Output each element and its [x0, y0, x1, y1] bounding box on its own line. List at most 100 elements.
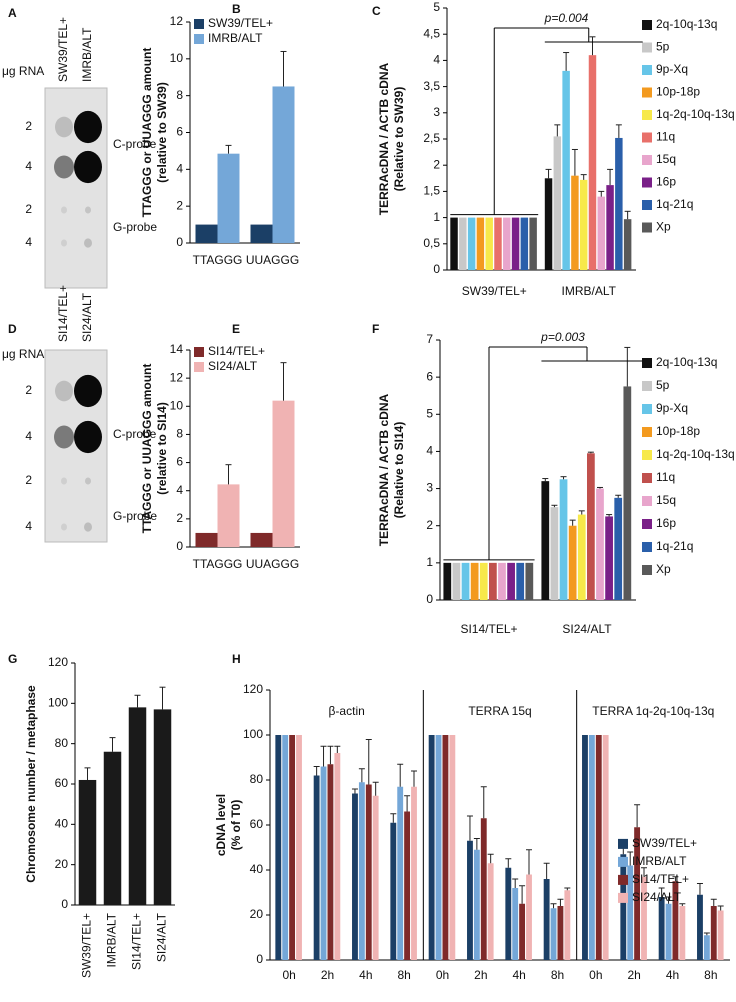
band — [85, 477, 91, 485]
bar — [595, 735, 602, 960]
legend-label: 1q-2q-10q-13q — [656, 107, 735, 121]
amount: 4 — [25, 159, 32, 173]
y-tick-label: 6 — [176, 455, 183, 469]
bar — [450, 217, 458, 270]
y-tick-label: 80 — [55, 736, 69, 750]
bar — [334, 753, 341, 960]
bar — [428, 735, 435, 960]
bar — [397, 786, 404, 960]
legend-label: SI14/TEL+ — [208, 344, 265, 358]
y-tick-label: 8 — [176, 88, 183, 102]
bar — [78, 779, 97, 905]
panel-letter: E — [232, 322, 240, 336]
bar — [505, 867, 512, 960]
bar — [582, 735, 588, 960]
y-tick-label: 40 — [55, 817, 69, 831]
y-tick-label: 100 — [48, 696, 68, 710]
amount-label: μg RNA — [2, 64, 44, 78]
x-tick-label: SW39/TEL+ — [462, 284, 527, 298]
bar — [550, 908, 557, 960]
legend-label: 1q-21q — [656, 197, 693, 211]
legend-swatch — [642, 496, 652, 506]
band — [74, 110, 102, 144]
legend-label: SI14/TEL+ — [632, 872, 689, 886]
legend-label: 5p — [656, 378, 670, 392]
bar — [365, 784, 372, 960]
legend-swatch — [618, 874, 628, 885]
y-tick-label: 12 — [170, 370, 184, 384]
y-tick-label: 4 — [176, 162, 183, 176]
legend-label: 9p-Xq — [656, 401, 688, 415]
bar — [289, 735, 296, 960]
bar — [435, 735, 442, 960]
y-tick-label: 0 — [256, 952, 263, 966]
bar — [553, 136, 562, 270]
x-tick-label: UUAGGG — [246, 557, 299, 571]
y-axis-label: TERRAcDNA / ACTB cDNA — [377, 62, 391, 215]
y-tick-label: 40 — [250, 862, 264, 876]
bar — [562, 70, 570, 270]
bar — [620, 854, 627, 960]
y-tick-label: 4 — [433, 53, 440, 67]
legend-swatch — [642, 404, 652, 414]
bar — [564, 890, 571, 960]
band — [74, 150, 102, 184]
y-axis-label: TTAGGG or UUAGGG amount — [140, 48, 154, 218]
probe-label: G-probe — [113, 220, 157, 234]
legend-label: SI24/ALT — [208, 359, 258, 373]
legend-label: 5p — [656, 40, 670, 54]
bar — [602, 735, 609, 960]
amount: 2 — [25, 119, 32, 133]
bar — [541, 481, 550, 600]
lane-label: SI14/TEL+ — [56, 285, 70, 342]
y-tick-label: 0 — [426, 592, 433, 606]
probe-label: G-probe — [113, 509, 157, 523]
bar — [588, 735, 595, 960]
legend-swatch — [642, 132, 652, 143]
bar — [543, 879, 550, 960]
x-tick-label: SI14/TEL+ — [460, 622, 517, 636]
legend-label: 9p-Xq — [656, 62, 688, 76]
y-tick-label: 0 — [61, 897, 68, 911]
amount: 4 — [25, 519, 32, 533]
bar — [459, 217, 467, 270]
bar — [512, 888, 519, 960]
y-axis-label: (% of T0) — [229, 800, 243, 851]
bar — [571, 175, 579, 270]
y-tick-label: 14 — [170, 342, 184, 356]
y-axis-label: (Relative to SW39) — [392, 87, 406, 192]
panel-letter: A — [8, 6, 17, 20]
band — [61, 523, 67, 531]
y-tick-label: 3 — [426, 481, 433, 495]
bar — [128, 707, 147, 905]
y-tick-label: 0,5 — [423, 236, 440, 250]
bar — [665, 903, 672, 960]
bar — [605, 516, 613, 600]
y-axis-label: TERRAcDNA / ACTB cDNA — [377, 393, 391, 546]
bar — [516, 562, 525, 600]
legend-swatch — [194, 347, 204, 357]
legend-label: 16p — [656, 516, 676, 530]
band — [54, 425, 74, 449]
y-tick-label: 1 — [426, 555, 433, 569]
x-tick-label: 0h — [282, 968, 295, 982]
bar — [672, 881, 679, 960]
y-tick-label: 1 — [433, 210, 440, 224]
legend-swatch — [642, 450, 652, 460]
bar — [250, 532, 273, 547]
bar — [606, 185, 614, 270]
bar — [634, 827, 641, 960]
y-tick-label: 80 — [250, 772, 264, 786]
legend-label: 1q-2q-10q-13q — [656, 447, 735, 461]
y-tick-label: 6 — [426, 369, 433, 383]
y-tick-label: 2 — [176, 198, 183, 212]
y-tick-label: 3,5 — [423, 79, 440, 93]
y-tick-label: 0 — [176, 235, 183, 249]
x-tick-label: TTAGGG — [193, 557, 243, 571]
y-tick-label: 4 — [426, 444, 433, 458]
y-tick-label: 2 — [433, 157, 440, 171]
p-value: p=0.003 — [540, 330, 585, 344]
bar — [697, 894, 703, 960]
y-axis-label: TTAGGG or UUAGGG amount — [140, 364, 154, 534]
bar — [153, 709, 172, 905]
